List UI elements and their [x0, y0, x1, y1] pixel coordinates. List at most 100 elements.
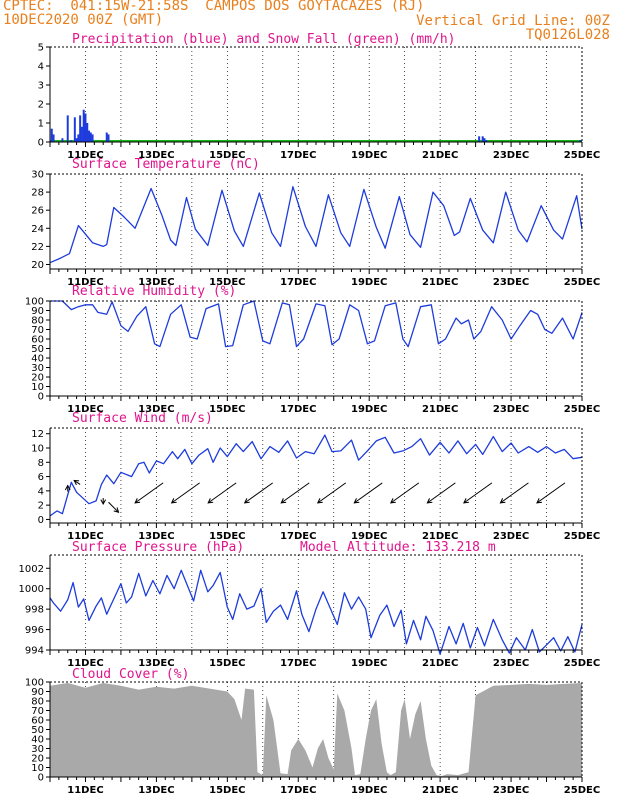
temp-ytick-label: 24: [31, 224, 44, 235]
precip-bar: [485, 140, 488, 142]
pres-ytick-label: 996: [25, 625, 44, 636]
wind-arrow: [500, 482, 529, 504]
cloud-title: Cloud Cover (%): [72, 667, 189, 682]
wind-arrow: [280, 482, 310, 504]
precip-bar: [82, 109, 85, 142]
rh-panel: Relative Humidity (%) 0102030405060708090…: [25, 284, 600, 415]
cloud-area: [50, 683, 582, 777]
wind-arrow: [134, 482, 164, 504]
temp-xtick-label: 19DEC: [351, 277, 387, 288]
temp-xtick-label: 25DEC: [564, 277, 600, 288]
wind-arrow: [536, 482, 566, 504]
wind-xtick-label: 17DEC: [280, 531, 316, 542]
wind-xtick-label: 21DEC: [422, 531, 458, 542]
header-model-code: TQ0126L028: [525, 27, 610, 43]
rh-xtick-label: 17DEC: [280, 404, 316, 415]
wind-arrow-head: [463, 498, 469, 504]
header-grid-line: Vertical Grid Line: 00Z: [416, 13, 610, 29]
cloud-ytick-label: 30: [31, 744, 44, 755]
rh-ytick-label: 90: [31, 306, 44, 317]
temp-xtick-label: 17DEC: [280, 277, 316, 288]
precip-xtick-label: 19DEC: [351, 150, 387, 161]
wind-arrow: [354, 482, 383, 504]
pres-xtick-label: 13DEC: [138, 658, 174, 669]
precip-xtick-label: 15DEC: [209, 150, 245, 161]
rh-title: Relative Humidity (%): [72, 284, 236, 299]
precip-bar: [483, 138, 486, 142]
precip-ytick-label: 1: [38, 119, 44, 130]
precip-bar: [79, 115, 82, 142]
pres-xtick-label: 11DEC: [67, 658, 103, 669]
wind-xtick-label: 13DEC: [138, 531, 174, 542]
pres-xtick-label: 23DEC: [493, 658, 529, 669]
wind-ytick-label: 0: [38, 515, 44, 526]
rh-xtick-label: 11DEC: [67, 404, 103, 415]
pres-ytick-label: 1000: [19, 584, 44, 595]
rh-series-line: [50, 300, 583, 348]
precip-bar: [481, 136, 484, 142]
precip-bar: [52, 134, 55, 142]
precip-bar: [89, 132, 92, 142]
wind-arrow-head: [316, 498, 323, 504]
precip-bar: [84, 113, 87, 142]
cloud-ytick-label: 40: [31, 735, 44, 746]
wind-arrow-head: [100, 499, 107, 506]
cloud-ytick-label: 0: [38, 773, 44, 784]
wind-ytick-label: 10: [31, 444, 44, 455]
cloud-ytick-label: 50: [31, 725, 44, 736]
wind-arrow-head: [426, 498, 433, 504]
temp-xtick-label: 15DEC: [209, 277, 245, 288]
wind-arrow-head: [170, 498, 177, 504]
rh-ytick-label: 60: [31, 335, 44, 346]
cloud-xtick-label: 21DEC: [422, 785, 458, 796]
pres-xtick-label: 15DEC: [209, 658, 245, 669]
temp-series-line: [49, 186, 583, 264]
wind-arrow-head: [280, 498, 287, 504]
precip-bar: [50, 128, 53, 142]
rh-ytick-label: 0: [38, 392, 44, 403]
rh-xtick-label: 21DEC: [422, 404, 458, 415]
wind-arrow-head: [73, 479, 80, 486]
wind-arrow-head: [499, 498, 506, 504]
wind-panel: Surface Wind (m/s) 0 2 4 6 8 10 12 11DEC 13DEC 15D…: [31, 411, 600, 542]
wind-arrow: [73, 480, 81, 485]
temp-title: Surface Temperature (nC): [72, 157, 260, 172]
rh-xtick-label: 13DEC: [138, 404, 174, 415]
wind-ytick-label: 4: [38, 486, 44, 497]
precip-ytick-label: 4: [38, 62, 44, 73]
cloud-xtick-label: 23DEC: [493, 785, 529, 796]
wind-title: Surface Wind (m/s): [72, 411, 213, 426]
wind-arrow: [108, 501, 119, 513]
pres-xtick-label: 25DEC: [564, 658, 600, 669]
temp-xtick-label: 11DEC: [67, 277, 103, 288]
temp-ytick-label: 28: [31, 188, 44, 199]
wind-ytick-label: 6: [38, 472, 44, 483]
temp-xtick-label: 21DEC: [422, 277, 458, 288]
precip-ytick-label: 3: [38, 81, 44, 92]
rh-ytick-label: 10: [31, 382, 44, 393]
precip-xtick-label: 13DEC: [138, 150, 174, 161]
wind-xtick-label: 25DEC: [564, 531, 600, 542]
wind-arrow-head: [207, 498, 214, 504]
rh-ytick-label: 70: [31, 325, 44, 336]
cloud-xtick-label: 15DEC: [209, 785, 245, 796]
wind-arrow-head: [353, 498, 360, 504]
wind-arrow-head: [64, 484, 71, 491]
temp-ytick-label: 22: [31, 242, 44, 253]
precip-bar: [86, 123, 89, 142]
header-station: CPTEC: 041:15W-21:58S CAMPOS DOS GOYTACA…: [3, 0, 425, 14]
wind-arrow: [463, 482, 493, 504]
wind-arrow: [171, 482, 200, 504]
wind-arrow: [317, 482, 347, 504]
precip-bar: [88, 130, 91, 142]
cloud-ytick-label: 20: [31, 754, 44, 765]
pres-series-line: [49, 569, 583, 655]
temp-xtick-label: 13DEC: [138, 277, 174, 288]
wind-arrow-head: [389, 498, 396, 504]
precip-bar: [77, 134, 80, 142]
precip-bar: [579, 140, 582, 142]
wind-ytick-label: 8: [38, 458, 44, 469]
wind-xtick-label: 15DEC: [209, 531, 245, 542]
precip-xtick-label: 11DEC: [67, 150, 103, 161]
